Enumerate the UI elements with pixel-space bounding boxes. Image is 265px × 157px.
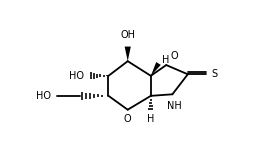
Polygon shape	[151, 62, 161, 76]
Text: H: H	[162, 55, 170, 65]
Text: HO: HO	[36, 91, 51, 101]
Text: S: S	[212, 69, 218, 79]
Text: HO: HO	[69, 71, 84, 81]
Text: OH: OH	[120, 30, 135, 40]
Polygon shape	[125, 47, 131, 61]
Text: H: H	[147, 114, 154, 124]
Text: O: O	[171, 51, 178, 61]
Text: NH: NH	[167, 101, 182, 111]
Text: O: O	[124, 114, 131, 124]
